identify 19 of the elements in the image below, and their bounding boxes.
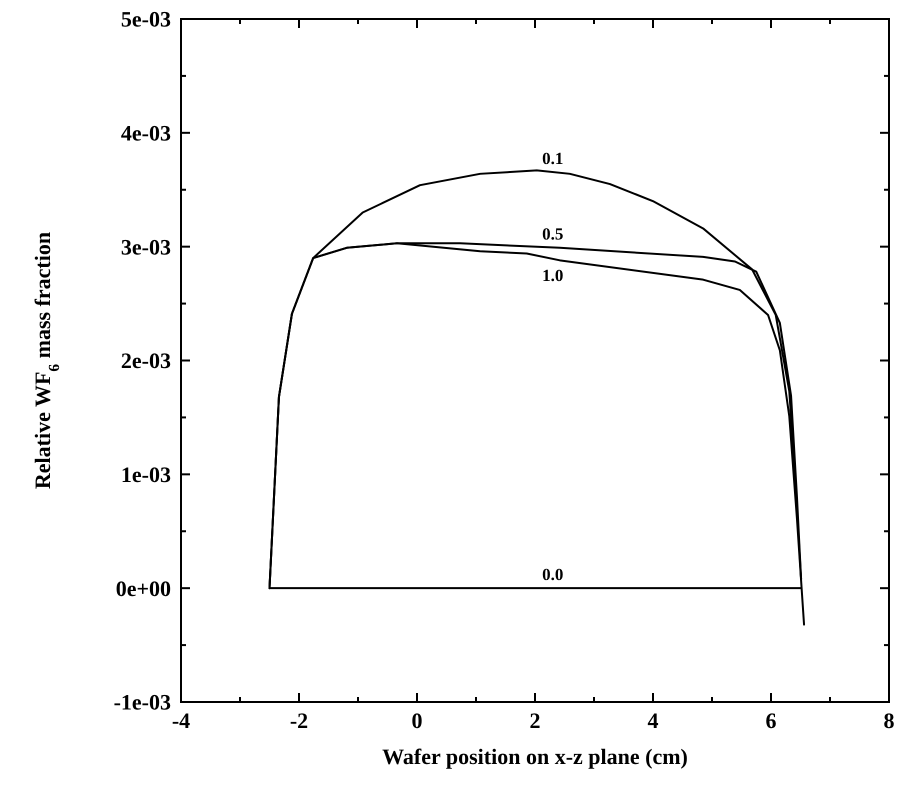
x-tick-label: 4 (648, 708, 658, 733)
series-label: 0.5 (542, 224, 564, 244)
x-axis-title: Wafer position on x-z plane (cm) (382, 744, 688, 769)
y-tick-label: -1e-03 (114, 690, 171, 715)
x-tick-label: -4 (172, 708, 190, 733)
x-tick-label: -2 (290, 708, 308, 733)
y-tick-label: 3e-03 (120, 234, 171, 260)
x-tick-label: 6 (766, 708, 776, 733)
y-tick-label: 0e+00 (116, 576, 171, 601)
series-label: 0.1 (542, 149, 564, 168)
y-tick-label: 1e-03 (120, 462, 171, 488)
y-tick-label: 4e-03 (120, 120, 171, 146)
x-tick-label: 0 (412, 708, 422, 733)
x-tick-label: 2 (530, 708, 540, 733)
series-label: 0.0 (542, 565, 564, 584)
y-tick-label: 2e-03 (120, 348, 171, 374)
series-label: 1.0 (542, 266, 564, 285)
y-tick-label: 5e-03 (120, 6, 171, 32)
x-tick-label: 8 (884, 708, 894, 733)
